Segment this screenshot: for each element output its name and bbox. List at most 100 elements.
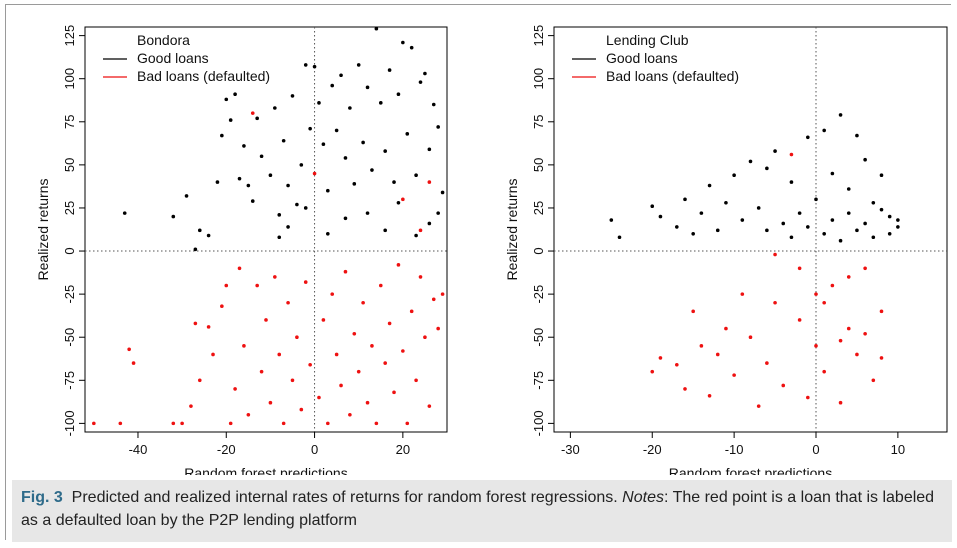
good-loan-point xyxy=(830,171,835,176)
y-tick-label: -75 xyxy=(531,371,546,390)
bad-loan-point xyxy=(220,304,224,308)
good-loan-point xyxy=(286,183,290,188)
good-loan-point xyxy=(846,187,851,191)
good-loan-point xyxy=(814,197,818,202)
good-loan-point xyxy=(896,225,900,229)
y-tick-label: -25 xyxy=(62,285,77,304)
good-loan-point xyxy=(290,94,295,98)
bad-loan-point xyxy=(118,421,123,426)
bad-loan-point xyxy=(414,378,418,383)
bad-loan-point xyxy=(189,404,193,408)
good-loan-point xyxy=(343,216,348,221)
bad-loan-point xyxy=(748,335,753,340)
y-tick-label: 100 xyxy=(531,68,546,90)
bad-loan-point xyxy=(330,292,335,296)
good-loan-point xyxy=(887,232,892,236)
bad-loan-point xyxy=(830,283,835,288)
bad-loan-point xyxy=(846,275,851,279)
bad-loan-point xyxy=(237,266,242,271)
good-loan-point xyxy=(184,194,189,198)
figure-label: Fig. 3 xyxy=(21,489,63,506)
bad-loan-point xyxy=(440,292,445,296)
bad-loan-point xyxy=(789,152,794,157)
good-loan-point xyxy=(343,156,348,160)
bad-loan-point xyxy=(290,378,295,383)
bad-loan-point xyxy=(365,400,370,405)
good-loan-point xyxy=(414,173,418,178)
good-loan-point xyxy=(330,83,335,88)
bad-loan-point xyxy=(277,352,282,357)
good-loan-point xyxy=(405,132,410,136)
good-loan-point xyxy=(250,199,255,203)
bad-loan-point xyxy=(361,300,365,305)
bad-loan-point xyxy=(352,331,357,336)
good-loan-point xyxy=(273,106,277,110)
good-loan-point xyxy=(361,140,365,145)
bad-loan-point xyxy=(92,421,96,426)
y-tick-label: -50 xyxy=(62,328,77,347)
x-tick-label: -40 xyxy=(129,442,148,457)
bad-loan-point xyxy=(193,321,198,326)
good-loan-point xyxy=(418,80,423,84)
y-tick-label: 125 xyxy=(531,25,546,47)
good-loan-point xyxy=(295,202,299,207)
good-loan-point xyxy=(317,101,321,105)
bad-loan-point xyxy=(715,352,720,357)
y-tick-label: -100 xyxy=(62,410,77,436)
good-loan-point xyxy=(675,225,679,229)
bad-loan-point xyxy=(814,292,818,296)
x-tick-label: -20 xyxy=(643,442,662,457)
good-loan-point xyxy=(436,125,440,129)
good-loan-point xyxy=(220,133,224,138)
bad-loan-point xyxy=(339,383,343,388)
bad-loan-point xyxy=(246,412,251,417)
bad-loan-point xyxy=(409,309,414,314)
bad-loan-point xyxy=(356,369,361,374)
bad-loan-point xyxy=(797,266,802,271)
good-loan-point xyxy=(281,138,286,143)
bad-loan-point xyxy=(171,421,176,426)
bad-loan-point xyxy=(268,400,273,405)
good-loan-point xyxy=(724,200,728,205)
good-loan-point xyxy=(683,197,687,202)
good-loan-point xyxy=(732,173,736,178)
bad-loan-point xyxy=(131,361,136,365)
bad-loan-point xyxy=(392,390,396,395)
y-tick-label: -25 xyxy=(531,285,546,304)
bad-loan-point xyxy=(206,325,211,329)
bad-loan-point xyxy=(781,383,786,388)
good-loan-point xyxy=(797,211,802,215)
good-loan-point xyxy=(781,221,786,226)
bad-loan-point xyxy=(838,400,843,405)
good-loan-point xyxy=(765,228,769,233)
good-loan-point xyxy=(806,135,810,140)
good-loan-point xyxy=(806,225,810,229)
good-loan-point xyxy=(255,116,259,121)
y-tick-label: 50 xyxy=(531,158,546,172)
bad-loan-point xyxy=(822,369,826,374)
good-loan-point xyxy=(863,157,867,162)
y-tick-label: 0 xyxy=(62,247,77,254)
good-loan-point xyxy=(392,180,396,184)
bad-loan-point xyxy=(740,292,745,296)
good-loan-point xyxy=(228,118,233,122)
good-loan-point xyxy=(348,106,352,110)
y-axis-label: Realized returns xyxy=(35,179,51,281)
good-loan-point xyxy=(246,183,251,188)
bad-loan-point xyxy=(343,269,348,274)
good-loan-point xyxy=(440,190,445,195)
y-tick-label: 25 xyxy=(531,201,546,215)
bad-loan-point xyxy=(765,361,769,365)
figure-frame: -100 -75 -50 -25 0 25 50 75 100 125 -40 -20 0 20 Rando… xyxy=(5,4,952,542)
bad-loan-point xyxy=(822,300,826,305)
good-loan-point xyxy=(312,64,317,69)
legend-title: Lending Club xyxy=(606,32,689,48)
good-loan-point xyxy=(197,228,202,233)
good-loan-point xyxy=(414,233,418,238)
x-axis-label: Random forest predictions xyxy=(184,465,347,475)
bad-loan-point xyxy=(806,395,810,400)
y-tick-label: 100 xyxy=(62,68,77,90)
bad-loan-point xyxy=(308,362,312,367)
bad-loan-point xyxy=(387,321,392,326)
x-tick-label: 0 xyxy=(311,442,318,457)
